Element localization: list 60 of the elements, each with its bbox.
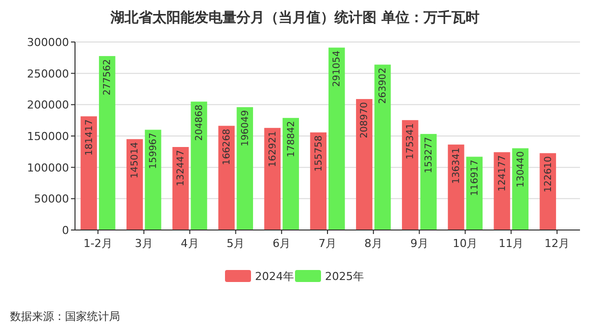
- data-label: 145014: [130, 142, 141, 178]
- bar: [540, 153, 556, 230]
- data-label: 132447: [176, 150, 187, 186]
- data-label: 181417: [84, 119, 95, 156]
- data-label: 175341: [405, 123, 416, 160]
- chart-title: 湖北省太阳能发电量分月（当月值）统计图 单位：万千瓦时: [110, 9, 480, 26]
- data-label: 196049: [240, 110, 251, 146]
- data-label: 122610: [542, 156, 554, 192]
- data-label: 208970: [359, 102, 370, 138]
- y-tick-label: 150000: [27, 130, 69, 143]
- source-note: 数据来源：国家统计局: [10, 310, 120, 323]
- data-label: 291054: [332, 50, 343, 87]
- x-tick-label: 6月: [272, 237, 291, 250]
- bar: [466, 156, 483, 230]
- bar: [264, 128, 281, 230]
- bar: [420, 134, 437, 230]
- y-tick-label: 0: [62, 224, 69, 237]
- data-label: 178842: [286, 120, 297, 158]
- y-tick-label: 250000: [27, 67, 69, 80]
- legend-label: 2025年: [325, 270, 364, 283]
- bar: [98, 56, 116, 230]
- bar: [356, 99, 372, 230]
- legend-label: 2024年: [255, 270, 294, 283]
- bar: [190, 102, 208, 230]
- bar: [328, 48, 345, 230]
- bar: [126, 139, 143, 230]
- data-label: 153277: [424, 136, 434, 174]
- data-label: 159967: [148, 132, 160, 170]
- data-label: 162921: [267, 130, 278, 168]
- x-tick-label: 7月: [318, 237, 336, 250]
- bar: [402, 120, 418, 230]
- data-label: 277562: [102, 59, 114, 96]
- y-tick-label: 50000: [34, 192, 69, 206]
- x-tick-label: 5月: [226, 237, 245, 250]
- data-label: 130440: [515, 151, 526, 188]
- x-tick-label: 3月: [134, 237, 153, 250]
- data-label: 155758: [313, 135, 324, 172]
- data-label: 263902: [378, 68, 389, 104]
- y-tick-label: 300000: [27, 36, 69, 49]
- x-tick-label: 12月: [544, 237, 570, 250]
- data-label: 124177: [496, 155, 508, 192]
- bar: [80, 116, 97, 230]
- x-tick-label: 8月: [364, 237, 382, 250]
- data-label: 136341: [451, 148, 462, 184]
- bar: [236, 107, 254, 230]
- bar: [512, 148, 528, 230]
- y-tick-label: 100000: [27, 161, 69, 174]
- data-label: 204868: [194, 104, 205, 141]
- x-tick-label: 9月: [410, 237, 428, 250]
- x-tick-label: 11月: [498, 237, 524, 250]
- x-tick-label: 4月: [180, 237, 199, 250]
- bar: [172, 147, 189, 230]
- x-tick-label: 10月: [452, 237, 478, 250]
- data-label: 166268: [222, 128, 232, 166]
- data-label: 116917: [469, 160, 480, 196]
- bar: [310, 132, 326, 230]
- bar: [374, 64, 391, 230]
- x-tick-label: 1-2月: [83, 237, 112, 250]
- y-tick-label: 200000: [27, 98, 69, 112]
- bar: [282, 118, 299, 230]
